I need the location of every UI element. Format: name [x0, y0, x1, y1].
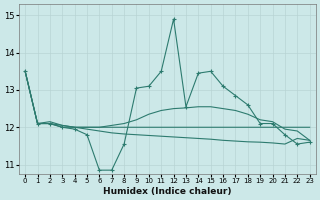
X-axis label: Humidex (Indice chaleur): Humidex (Indice chaleur): [103, 187, 232, 196]
